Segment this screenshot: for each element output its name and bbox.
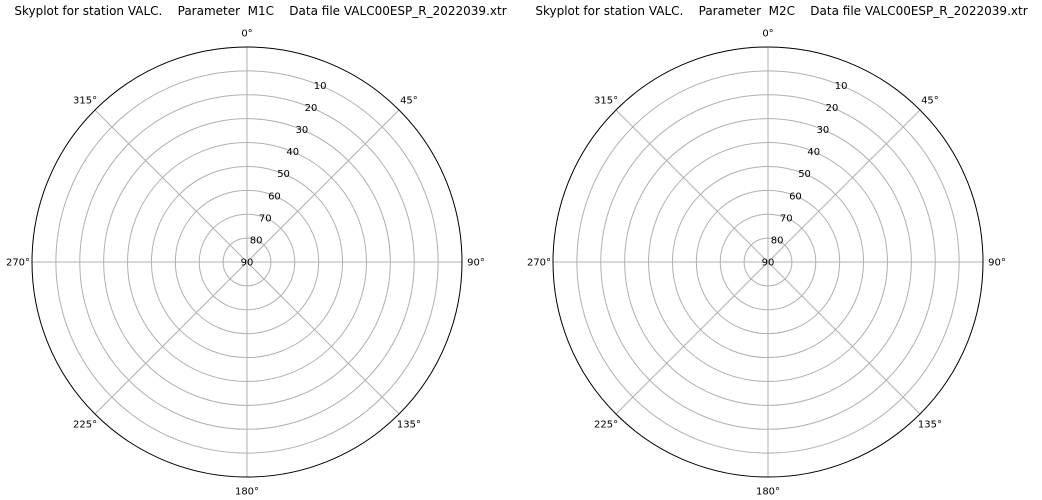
r-tick-label: 30 <box>295 125 308 136</box>
theta-tick-label: 225° <box>73 419 97 430</box>
r-tick-label: 10 <box>314 81 327 92</box>
chart-title: Skyplot for station VALC. Parameter M2C … <box>535 4 1028 18</box>
polar-outline <box>31 46 463 478</box>
skyplot-panel-m2c: Skyplot for station VALC. Parameter M2C … <box>521 0 1042 500</box>
theta-tick-label: 90° <box>467 258 485 269</box>
r-tick-label: 10 <box>835 81 848 92</box>
theta-tick-label: 270° <box>527 258 551 269</box>
theta-tick-label: 45° <box>921 96 939 107</box>
grid-spoke-45 <box>767 109 921 263</box>
r-tick-label: 80 <box>771 235 784 246</box>
r-tick-label: 70 <box>259 213 272 224</box>
grid-spoke-315 <box>615 109 769 263</box>
grid-spoke-315 <box>94 109 248 263</box>
theta-tick-label: 180° <box>756 487 780 498</box>
r-tick-label: 90 <box>241 258 254 269</box>
grid-spoke-225 <box>94 261 248 415</box>
r-tick-label: 40 <box>286 147 299 158</box>
r-tick-label: 50 <box>277 169 290 180</box>
theta-tick-label: 135° <box>397 419 421 430</box>
theta-tick-label: 45° <box>400 96 418 107</box>
theta-tick-label: 225° <box>594 419 618 430</box>
r-tick-label: 80 <box>250 235 263 246</box>
r-tick-label: 60 <box>789 191 802 202</box>
theta-tick-label: 315° <box>73 96 97 107</box>
theta-tick-label: 0° <box>241 29 252 40</box>
theta-tick-label: 270° <box>6 258 30 269</box>
chart-title: Skyplot for station VALC. Parameter M1C … <box>14 4 507 18</box>
polar-outline <box>552 46 984 478</box>
r-tick-label: 90 <box>762 258 775 269</box>
r-tick-label: 30 <box>816 125 829 136</box>
polar-skyplot: 0° 45° 90° 135° 180° 225° 270° 315° 10 20 30 40 50 60… <box>527 29 1006 498</box>
skyplot-panel-m1c: Skyplot for station VALC. Parameter M1C … <box>6 4 507 498</box>
r-tick-label: 60 <box>268 191 281 202</box>
grid-spoke-135 <box>767 261 921 415</box>
grid-spoke-225 <box>615 261 769 415</box>
grid-spoke-135 <box>246 261 400 415</box>
r-tick-label: 70 <box>780 213 793 224</box>
r-tick-label: 40 <box>807 147 820 158</box>
polar-skyplot: 0° 45° 90° 135° 180° 225° 270° 315° 10 20 30 40 50 60… <box>6 29 485 498</box>
r-tick-label: 20 <box>826 103 839 114</box>
theta-tick-label: 135° <box>918 419 942 430</box>
r-tick-label: 20 <box>305 103 318 114</box>
theta-tick-label: 180° <box>235 487 259 498</box>
r-tick-label: 50 <box>798 169 811 180</box>
grid-spoke-45 <box>246 109 400 263</box>
theta-tick-label: 315° <box>594 96 618 107</box>
theta-tick-label: 90° <box>988 258 1006 269</box>
theta-tick-label: 0° <box>762 29 773 40</box>
